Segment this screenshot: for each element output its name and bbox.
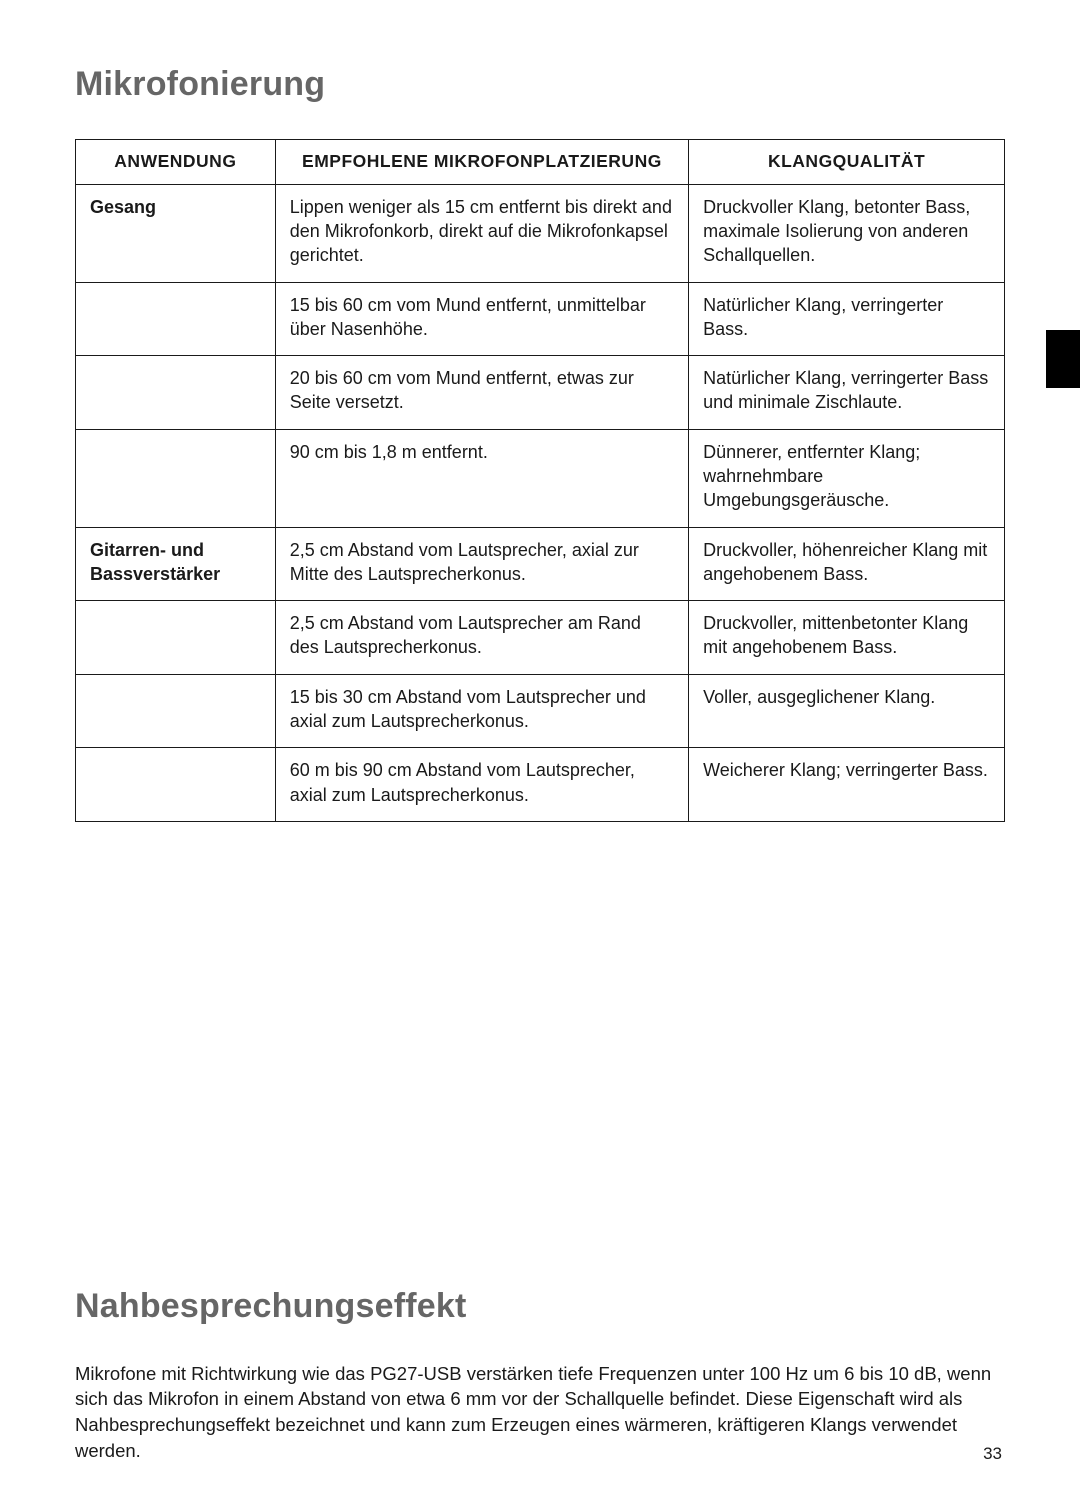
table-cell: Druckvoller, höhenreicher Klang mit ange…: [689, 527, 1005, 601]
heading-nahbesprechungseffekt: Nahbesprechungseffekt: [75, 1287, 1005, 1326]
table-cell: 60 m bis 90 cm Abstand vom Lautsprecher,…: [275, 748, 688, 822]
table-cell: [76, 429, 276, 527]
table-cell: [76, 674, 276, 748]
table-cell: Lippen weniger als 15 cm entfernt bis di…: [275, 184, 688, 282]
page-number: 33: [983, 1444, 1002, 1464]
th-placement: EMPFOHLENE MIKROFONPLATZIERUNG: [275, 140, 688, 185]
table-cell: Natürlicher Klang, verringerter Bass und…: [689, 356, 1005, 430]
table-cell: Voller, ausgeglichener Klang.: [689, 674, 1005, 748]
app-gitarren: Gitarren- und Bassverstärker: [76, 527, 276, 601]
heading-mikrofonierung: Mikrofonierung: [75, 65, 1005, 104]
page-edge-tab: [1046, 330, 1080, 388]
app-gesang: Gesang: [76, 184, 276, 282]
table-cell: Druckvoller, mittenbetonter Klang mit an…: [689, 601, 1005, 675]
table-cell: 2,5 cm Abstand vom Lautsprecher, axial z…: [275, 527, 688, 601]
body-paragraph: Mikrofone mit Richtwirkung wie das PG27-…: [75, 1361, 1005, 1463]
table-cell: Druckvoller Klang, betonter Bass, maxima…: [689, 184, 1005, 282]
table-cell: [76, 282, 276, 356]
table-cell: 90 cm bis 1,8 m entfernt.: [275, 429, 688, 527]
th-application: ANWENDUNG: [76, 140, 276, 185]
table-cell: 2,5 cm Abstand vom Lautsprecher am Rand …: [275, 601, 688, 675]
th-tone: KLANGQUALITÄT: [689, 140, 1005, 185]
table-cell: Weicherer Klang; verringerter Bass.: [689, 748, 1005, 822]
table-cell: 15 bis 60 cm vom Mund entfernt, unmittel…: [275, 282, 688, 356]
placement-table: ANWENDUNG EMPFOHLENE MIKROFONPLATZIERUNG…: [75, 139, 1005, 822]
table-cell: [76, 601, 276, 675]
table-cell: Dünnerer, entfernter Klang; wahrnehmbare…: [689, 429, 1005, 527]
table-cell: 20 bis 60 cm vom Mund entfernt, etwas zu…: [275, 356, 688, 430]
table-cell: Natürlicher Klang, verringerter Bass.: [689, 282, 1005, 356]
table-cell: [76, 748, 276, 822]
table-cell: [76, 356, 276, 430]
table-cell: 15 bis 30 cm Abstand vom Lautsprecher un…: [275, 674, 688, 748]
